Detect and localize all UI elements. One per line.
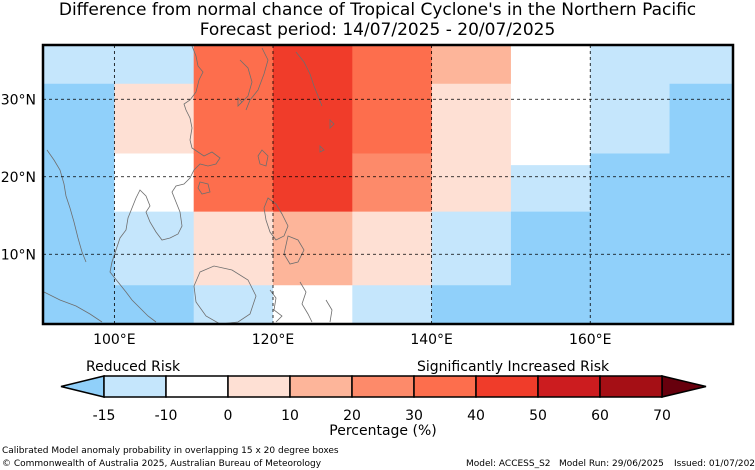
lon-label-120: 120°E [252, 332, 295, 348]
anomaly-cell-3 [114, 83, 195, 154]
colorbar-tick-label: 30 [405, 408, 423, 424]
coastlines [43, 45, 335, 324]
colorbar-segment-3 [289, 375, 353, 398]
lon-label-140: 140°E [410, 332, 453, 348]
anomaly-cell-22 [510, 45, 591, 166]
colorbar-segment-8 [599, 375, 663, 398]
anomaly-cell-20 [431, 211, 512, 286]
anomaly-cell-13 [273, 285, 353, 324]
anomaly-cell-9 [193, 211, 274, 286]
colorbar-segment-7 [537, 375, 601, 398]
colorbar-under-arrow [60, 375, 105, 398]
colorbar-segment-4 [351, 375, 415, 398]
anomaly-cell-16 [352, 211, 433, 286]
anomaly-cell-21 [431, 285, 512, 324]
forecast-period: Forecast period: 14/07/2025 - 20/07/2025 [199, 20, 556, 40]
colorbar-tick-label: 70 [653, 408, 671, 424]
colorbar-tick-label: 10 [281, 408, 299, 424]
anomaly-cell-6 [114, 285, 195, 324]
anomaly-cell-24 [510, 211, 591, 324]
colorbar-tick-label: 40 [467, 408, 485, 424]
footer-copyright: © Commonwealth of Australia 2025, Austra… [2, 459, 322, 469]
anomaly-cell-10 [193, 285, 274, 324]
colorbar-tick-label: 0 [224, 408, 233, 424]
colorbar-over-arrow [661, 375, 707, 398]
lon-label-160: 160°E [569, 332, 612, 348]
colorbar-segment-1 [165, 375, 229, 398]
lat-label-20: 20°N [1, 170, 36, 186]
footer-issued: Issued: 01/07/2025 [674, 459, 755, 469]
graticule [43, 45, 733, 324]
colorbar-tick-label: 50 [529, 408, 547, 424]
colorbar-tick-label: 60 [591, 408, 609, 424]
anomaly-cell-5 [114, 211, 195, 286]
anomaly-cell-17 [352, 285, 433, 324]
colorbar-tick-label: 20 [343, 408, 361, 424]
colorbar-axis-label: Percentage (%) [329, 423, 436, 439]
anomaly-cell-4 [114, 153, 195, 213]
anomaly-cell-15 [352, 153, 433, 213]
reduced-risk-label: Reduced Risk [86, 359, 181, 375]
increased-risk-label: Significantly Increased Risk [417, 359, 610, 375]
colorbar-segment-5 [413, 375, 477, 398]
footer-model-run: Model Run: 29/06/2025 [559, 459, 664, 469]
anomaly-cell-2 [114, 45, 195, 85]
colorbar-segment-0 [103, 375, 167, 398]
anomaly-cell-26 [590, 83, 671, 154]
anomaly-cell-29 [669, 83, 733, 324]
anomaly-cell-19 [431, 83, 512, 213]
footer-model: Model: ACCESS_S2 [466, 459, 551, 469]
anomaly-cell-12 [273, 211, 353, 286]
colorbar-tick-label: -10 [155, 408, 178, 424]
map-frame [41, 43, 735, 326]
anomaly-cell-0 [43, 45, 115, 85]
colorbar-tick-label: -15 [93, 408, 116, 424]
anomaly-cell-28 [669, 45, 733, 85]
anomaly-cell-11 [273, 45, 353, 213]
anomaly-cell-8 [193, 153, 274, 213]
lat-label-10: 10°N [1, 247, 36, 263]
colorbar-segment-2 [227, 375, 291, 398]
anomaly-cell-1 [43, 83, 115, 324]
anomaly-cell-18 [431, 45, 512, 85]
colorbar-segment-6 [475, 375, 539, 398]
map-title: Difference from normal chance of Tropica… [58, 0, 697, 20]
lat-label-30: 30°N [1, 92, 36, 108]
lon-label-100: 100°E [93, 332, 136, 348]
anomaly-cell-25 [590, 45, 671, 85]
anomaly-cell-27 [590, 153, 671, 324]
anomaly-cells [43, 45, 733, 324]
footer-description: Calibrated Model anomaly probability in … [2, 446, 339, 456]
anomaly-cell-23 [510, 165, 591, 213]
colorbar [60, 375, 707, 398]
